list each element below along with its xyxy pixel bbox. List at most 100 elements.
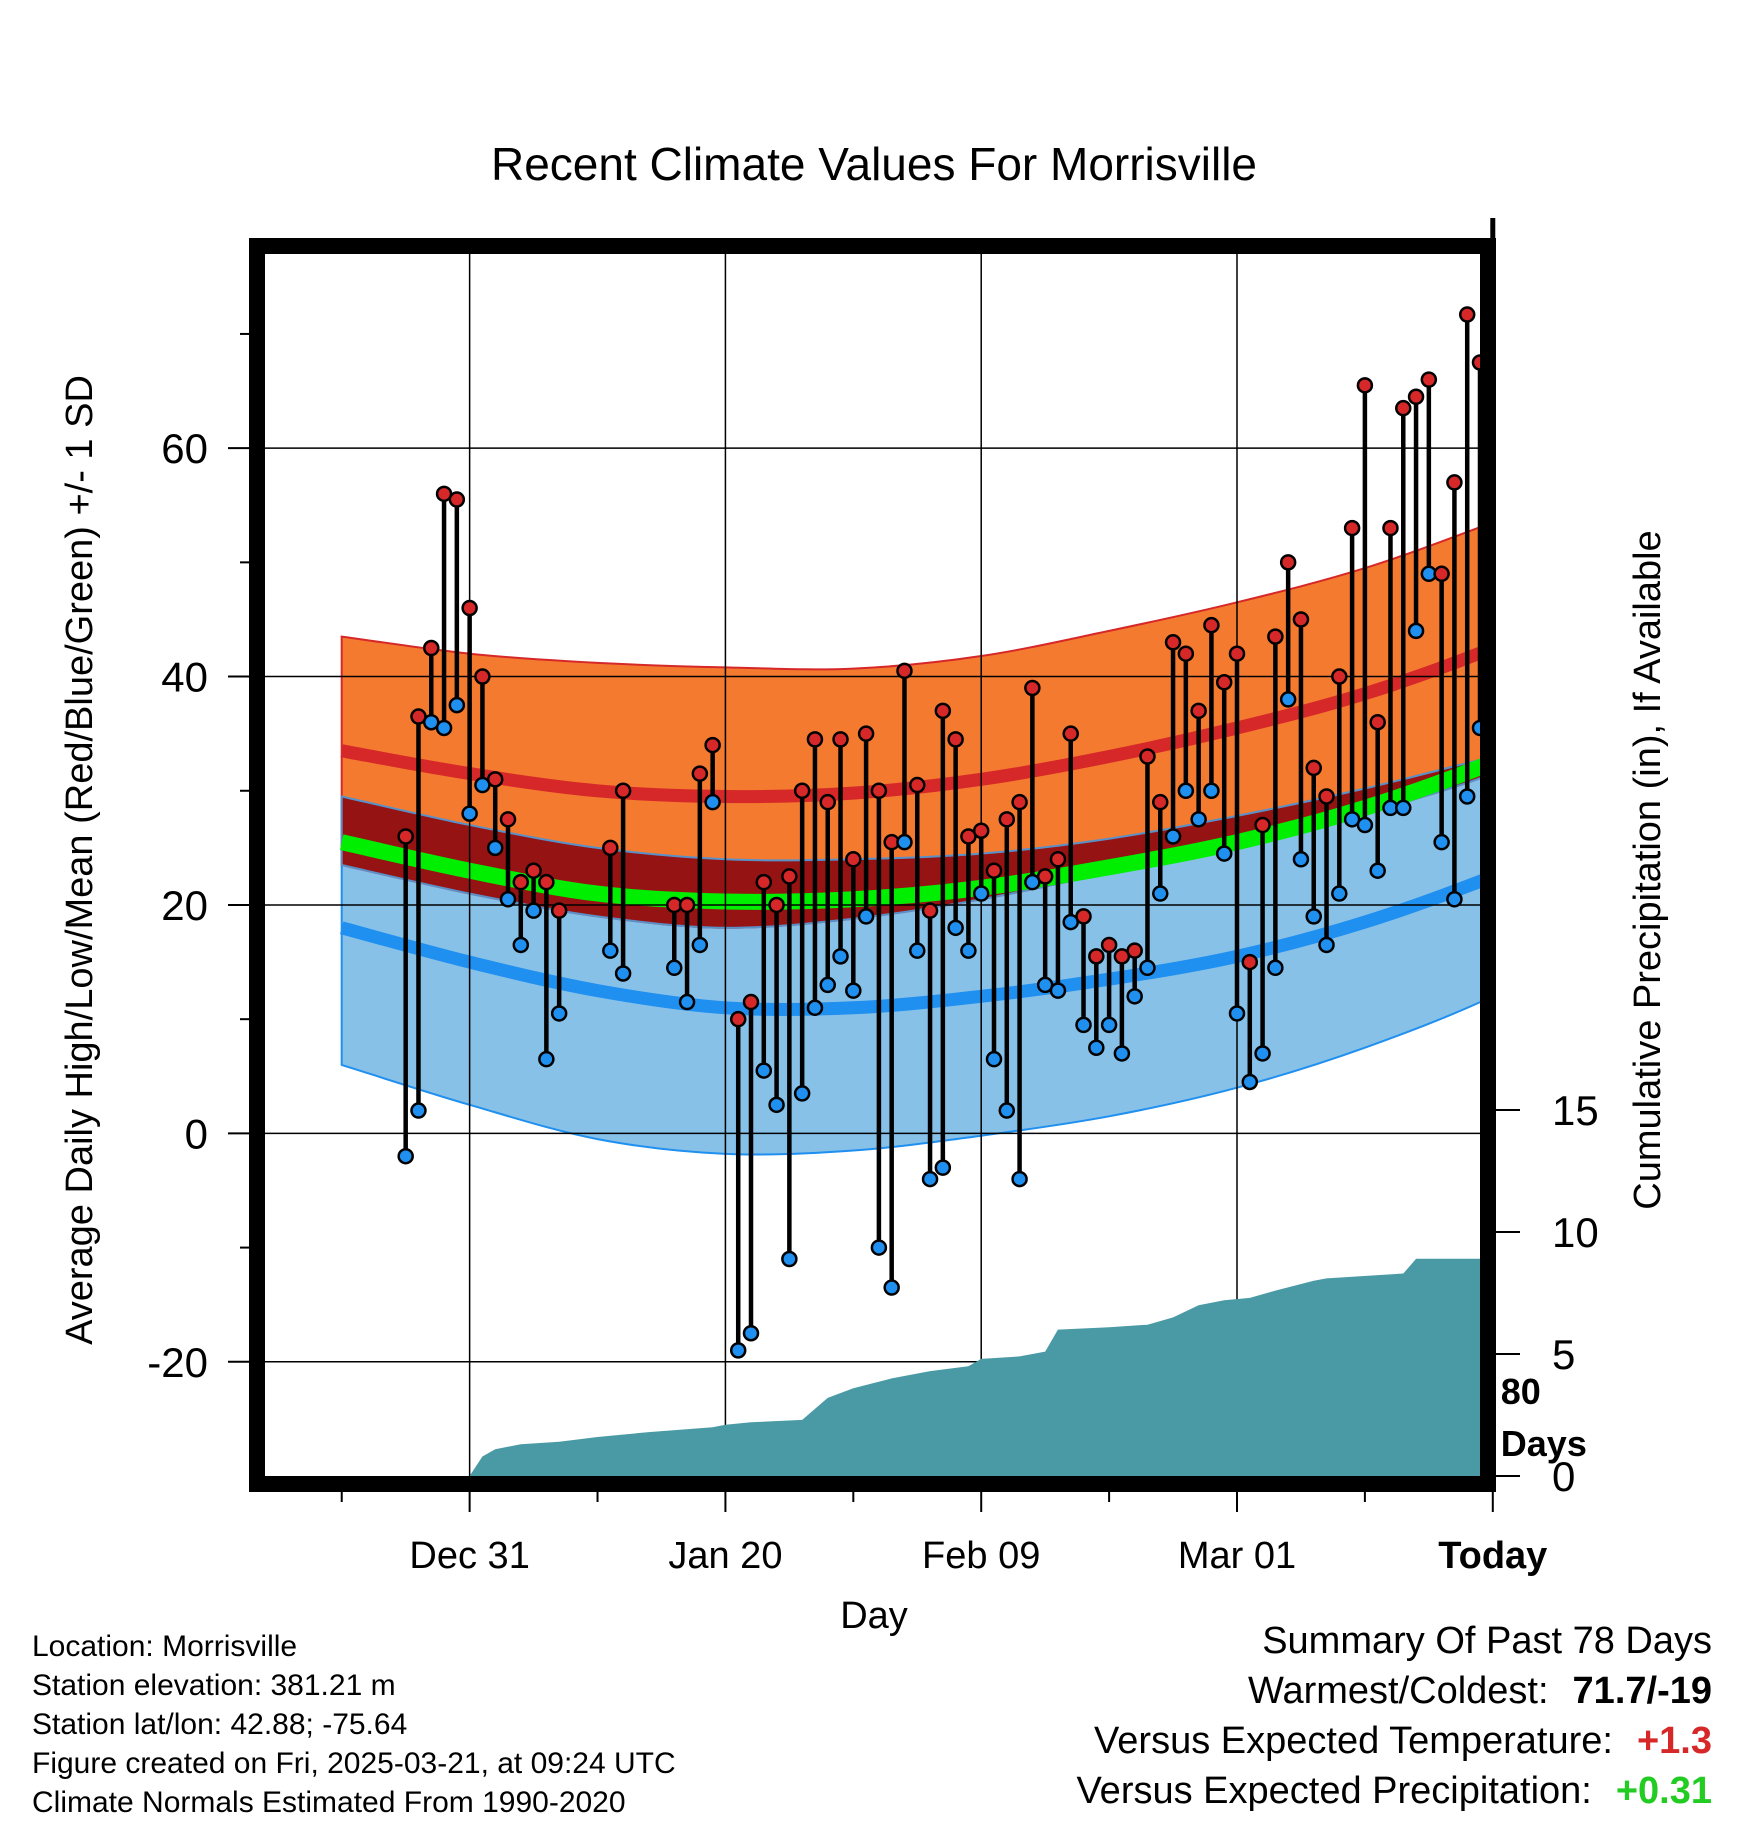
daily-high-point	[448, 491, 466, 508]
right-y-axis: 0 5 10 15	[1496, 1087, 1599, 1500]
y2-axis-label: Cumulative Precipitation (in), If Availa…	[1627, 530, 1669, 1209]
daily-low-point	[1305, 908, 1322, 925]
daily-high-point	[1458, 306, 1476, 323]
y2-tick-label: 5	[1552, 1331, 1575, 1378]
daily-high-point	[1331, 668, 1348, 685]
daily-high-point	[1267, 628, 1284, 645]
chart-title: Recent Climate Values For Morrisville	[491, 138, 1257, 190]
daily-high-point	[704, 736, 721, 754]
y-tick-label: -20	[147, 1339, 208, 1386]
daily-high-point	[1036, 868, 1054, 885]
summary-precipitation: Versus Expected Precipitation: +0.31	[1076, 1770, 1712, 1813]
daily-low-point	[1139, 959, 1156, 977]
daily-high-point	[1369, 713, 1386, 731]
y2-tick-label: 0	[1552, 1453, 1575, 1500]
daily-high-point	[1318, 788, 1335, 805]
daily-low-point	[832, 948, 849, 965]
daily-low-point	[1267, 959, 1284, 977]
y-axis-label: Average Daily High/Low/Mean (Red/Blue/Gr…	[59, 375, 101, 1345]
daily-low-point	[1228, 1005, 1246, 1022]
daily-low-point	[1471, 719, 1480, 737]
daily-temperatures	[397, 306, 1480, 1359]
daily-high-point	[1279, 554, 1297, 571]
daily-low-point	[1369, 862, 1386, 879]
x-axis: Dec 31 Jan 20 Feb 09 Mar 01 Today	[340, 1492, 1547, 1577]
daily-low-point	[1100, 1016, 1118, 1034]
daily-low-point	[1395, 799, 1412, 817]
daily-low-point	[960, 942, 977, 959]
daily-high-point	[461, 599, 478, 617]
daily-high-point	[1164, 634, 1182, 651]
daily-high-point	[1177, 645, 1195, 662]
daily-high-point	[1228, 645, 1246, 662]
precip-label: Versus Expected Precipitation:	[1076, 1770, 1592, 1812]
daily-low-point	[1152, 885, 1169, 902]
daily-low-point	[1318, 936, 1335, 954]
info-elevation: Station elevation: 381.21 m	[32, 1669, 396, 1702]
daily-high-point	[423, 639, 440, 657]
today-days-label: Days	[1501, 1423, 1587, 1464]
daily-high-point	[614, 782, 632, 800]
x-tick-label: Mar 01	[1178, 1535, 1296, 1577]
daily-low-point	[704, 793, 721, 811]
precipitation-area	[469, 1258, 1480, 1476]
daily-low-point	[947, 919, 964, 937]
daily-high-point	[972, 822, 990, 839]
daily-high-point	[947, 731, 964, 748]
info-created: Figure created on Fri, 2025-03-21, at 09…	[32, 1747, 676, 1780]
daily-high-point	[1139, 748, 1156, 765]
daily-high-point	[909, 776, 926, 794]
daily-high-point	[870, 782, 888, 800]
daily-high-point	[1292, 611, 1310, 628]
daily-low-point	[793, 1085, 811, 1102]
daily-high-point	[1407, 388, 1425, 406]
daily-high-point	[781, 868, 798, 885]
daily-low-point	[1292, 851, 1310, 868]
x-axis-label: Day	[840, 1595, 908, 1637]
daily-high-point	[793, 782, 811, 800]
daily-low-point	[972, 885, 990, 902]
daily-low-point	[896, 833, 913, 851]
daily-high-point	[678, 896, 696, 914]
daily-high-point	[1343, 519, 1361, 537]
daily-low-point	[883, 1279, 900, 1296]
daily-low-point	[614, 965, 632, 982]
daily-low-point	[678, 993, 696, 1011]
daily-low-point	[768, 1096, 785, 1114]
summary-title: Summary Of Past 78 Days	[1262, 1620, 1712, 1662]
daily-high-point	[819, 793, 836, 811]
daily-low-point	[934, 1159, 952, 1176]
precip-value: +0.31	[1615, 1770, 1712, 1812]
daily-high-point	[602, 839, 619, 857]
daily-low-point	[602, 942, 619, 959]
daily-high-point	[729, 1010, 747, 1028]
daily-low-point	[819, 976, 836, 994]
daily-low-point	[1113, 1045, 1131, 1062]
daily-low-point	[666, 959, 683, 977]
daily-low-point	[1215, 845, 1233, 862]
daily-high-point	[1049, 851, 1067, 868]
cumulative-precip-area	[469, 1258, 1480, 1476]
daily-high-point	[1382, 519, 1399, 537]
left-y-axis: -20 0 20 40 60	[147, 332, 249, 1386]
y2-tick-label: 15	[1552, 1087, 1599, 1134]
daily-low-point	[486, 839, 504, 857]
daily-low-point	[448, 696, 466, 714]
y-tick-label: 40	[161, 654, 208, 701]
daily-high-point	[550, 902, 568, 919]
daily-high-point	[1433, 565, 1450, 583]
daily-low-point	[985, 1050, 1003, 1068]
today-days-number: 80	[1501, 1371, 1541, 1412]
warm-cold-value: 71.7/-19	[1572, 1670, 1712, 1712]
daily-high-point	[486, 771, 504, 788]
daily-high-point	[691, 765, 709, 782]
temp-value: +1.3	[1636, 1720, 1712, 1762]
daily-low-point	[1190, 811, 1207, 828]
daily-high-point	[742, 993, 760, 1011]
daily-high-point	[985, 862, 1003, 879]
daily-low-point	[1049, 982, 1067, 999]
daily-high-point	[512, 873, 530, 891]
daily-low-point	[1446, 891, 1463, 908]
daily-high-point	[1100, 936, 1118, 954]
